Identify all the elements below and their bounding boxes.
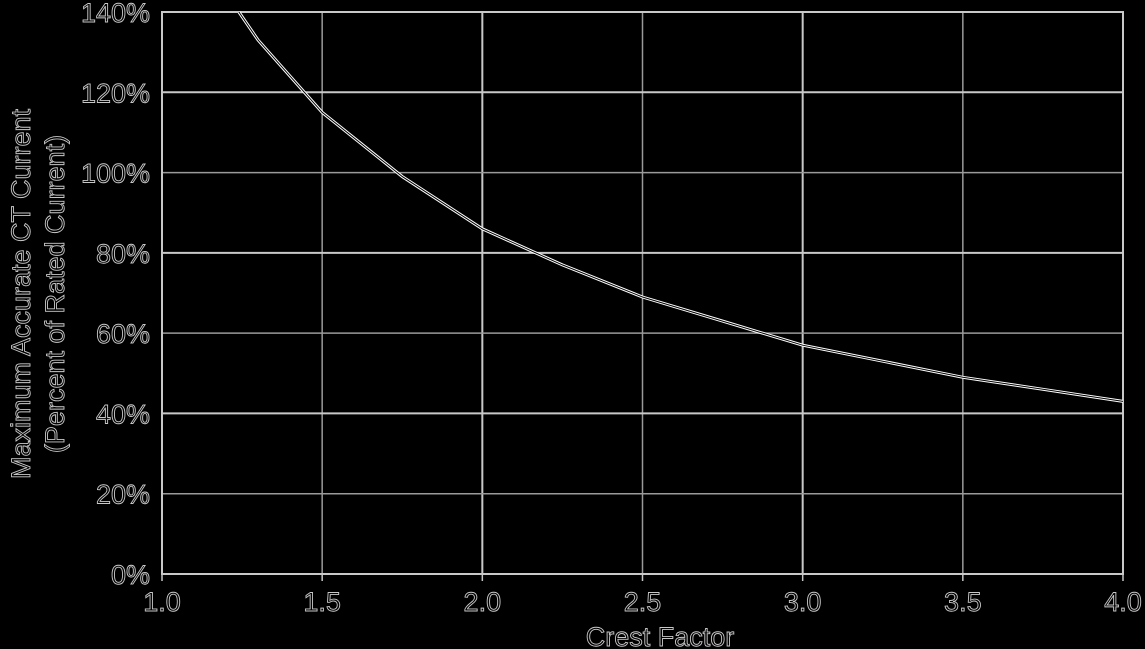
y-tick-label: 20% xyxy=(96,480,150,510)
y-axis-label-line2: (Percent of Rated Current) xyxy=(40,135,70,453)
y-tick-label: 60% xyxy=(96,319,150,349)
y-tick-label: 0% xyxy=(111,560,150,590)
x-tick-label: 1.5 xyxy=(303,587,341,617)
y-axis-label-line1: Maximum Accurate CT Current xyxy=(6,108,36,479)
x-tick-label: 1.0 xyxy=(143,587,181,617)
grid-lines xyxy=(161,11,1124,575)
x-tick-label: 3.5 xyxy=(944,587,982,617)
y-tick-label: 40% xyxy=(96,399,150,429)
y-tick-label: 140% xyxy=(81,0,150,28)
x-axis-label: Crest Factor xyxy=(586,622,735,649)
y-axis-ticks: 0% 20% 40% 60% 80% 100% 120% 140% xyxy=(80,0,150,590)
y-tick-label: 120% xyxy=(81,78,150,108)
x-tick-label: 3.0 xyxy=(784,587,822,617)
x-axis-ticks: 1.0 1.5 2.0 2.5 3.0 3.5 4.0 xyxy=(143,574,1142,617)
x-tick-label: 4.0 xyxy=(1104,587,1142,617)
y-tick-label: 80% xyxy=(96,239,150,269)
x-tick-label: 2.5 xyxy=(624,587,662,617)
data-line-core xyxy=(238,11,1124,402)
x-tick-label: 2.0 xyxy=(464,587,502,617)
y-tick-label: 100% xyxy=(81,159,150,189)
data-line xyxy=(237,11,1124,403)
